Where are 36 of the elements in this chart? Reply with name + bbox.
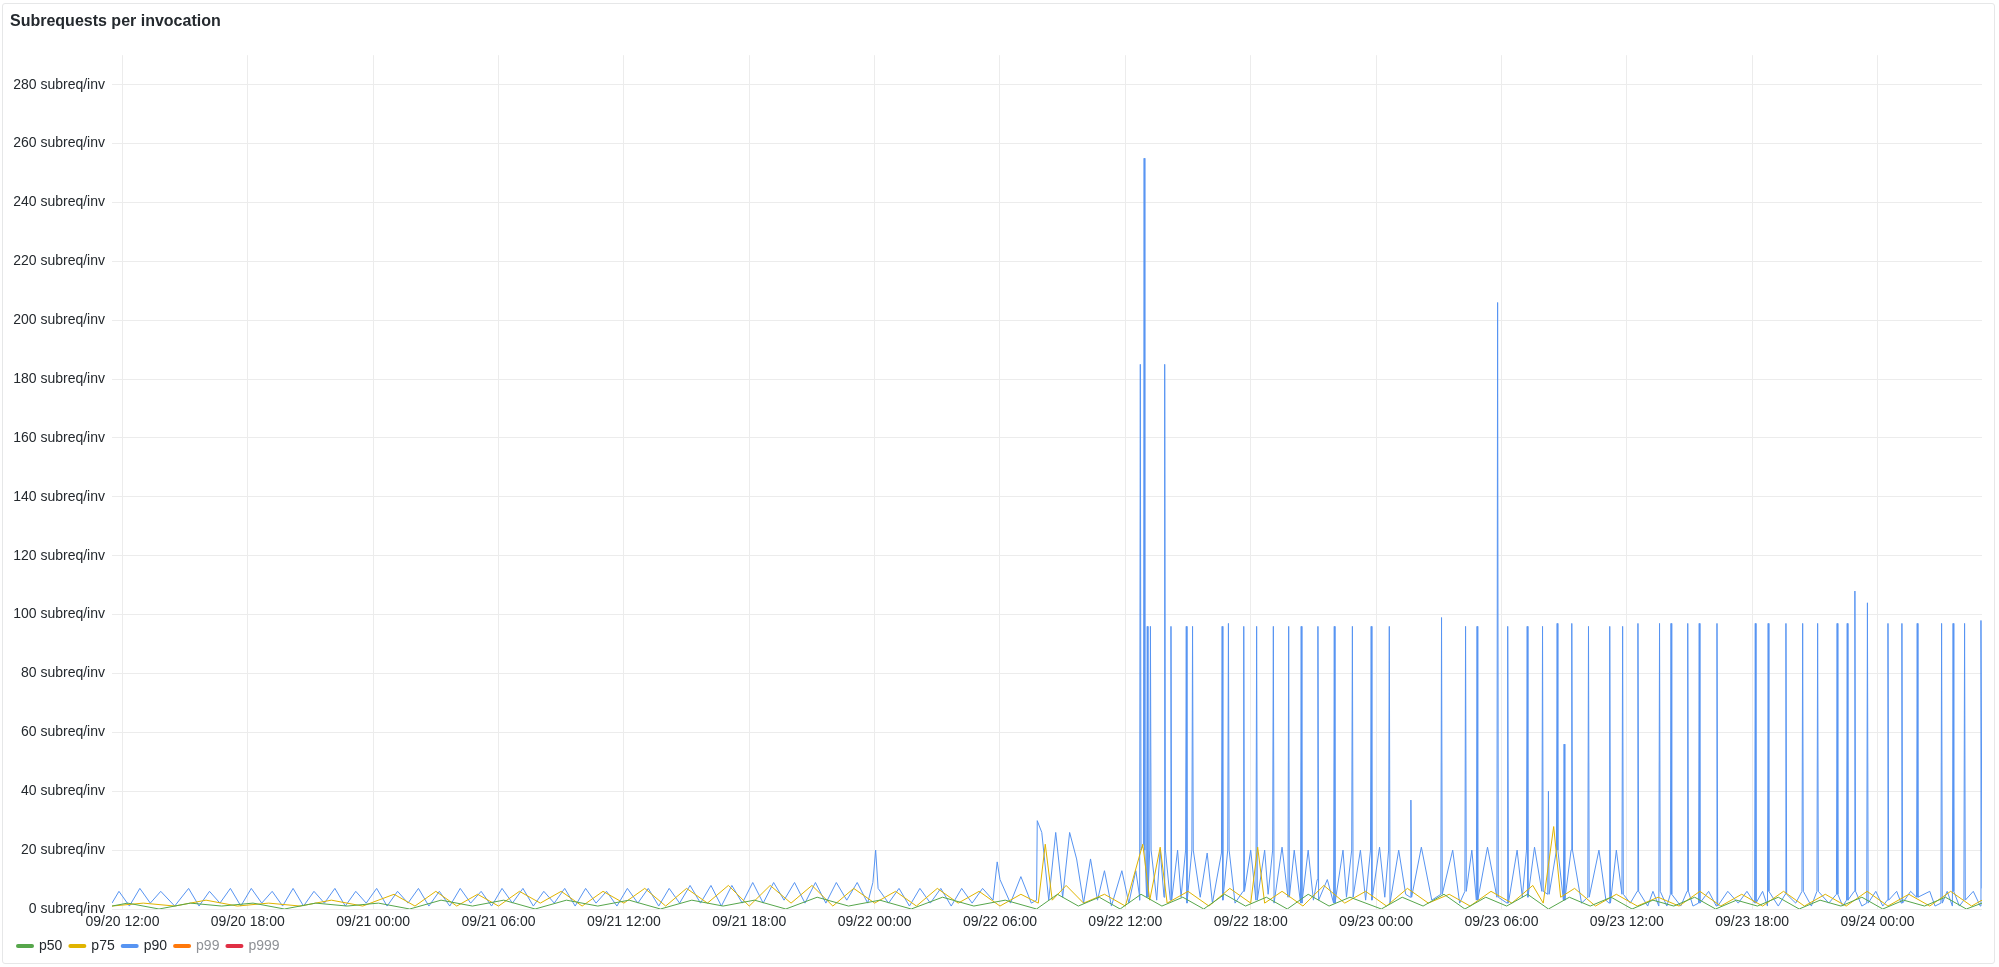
x-tick-label: 09/21 12:00	[586, 913, 662, 930]
x-tick-label: 09/22 18:00	[1213, 913, 1288, 930]
y-tick-label: 140 subreq/inv	[13, 487, 105, 504]
legend-label: p50	[39, 936, 63, 953]
x-tick-label: 09/22 12:00	[1088, 913, 1163, 930]
y-tick-label: 200 subreq/inv	[13, 311, 105, 328]
x-tick-label: 09/24 00:00	[1840, 913, 1915, 930]
x-tick-label: 09/23 12:00	[1589, 913, 1664, 930]
y-tick-label: 60 subreq/inv	[20, 723, 105, 740]
x-tick-label: 09/22 06:00	[963, 913, 1038, 930]
legend-label: p999	[248, 936, 280, 953]
y-tick-label: 180 subreq/inv	[13, 369, 105, 386]
y-tick-label: 80 subreq/inv	[20, 664, 105, 681]
y-tick-label: 160 subreq/inv	[13, 428, 105, 445]
y-tick-label: 120 subreq/inv	[13, 546, 105, 563]
y-tick-label: 20 subreq/inv	[20, 840, 105, 857]
legend-label: p75	[91, 936, 115, 953]
x-tick-label: 09/23 00:00	[1339, 913, 1414, 930]
y-tick-label: 0 subreq/inv	[28, 899, 105, 916]
chart-title: Subrequests per invocation	[10, 12, 221, 30]
y-tick-label: 260 subreq/inv	[13, 134, 105, 151]
legend-label: p90	[143, 936, 168, 953]
x-tick-label: 09/23 18:00	[1715, 913, 1790, 930]
x-tick-label: 09/21 00:00	[336, 913, 411, 930]
x-tick-label: 09/22 00:00	[837, 913, 912, 930]
y-tick-label: 280 subreq/inv	[13, 75, 105, 92]
legend-label: p99	[196, 936, 220, 953]
x-tick-label: 09/21 06:00	[461, 913, 536, 930]
x-tick-label: 09/20 12:00	[85, 913, 160, 930]
y-tick-label: 40 subreq/inv	[20, 782, 105, 799]
y-tick-label: 100 subreq/inv	[13, 605, 105, 622]
x-tick-label: 09/20 18:00	[210, 913, 285, 930]
y-tick-label: 220 subreq/inv	[13, 252, 105, 269]
x-tick-label: 09/21 18:00	[712, 913, 787, 930]
x-tick-label: 09/23 06:00	[1464, 913, 1539, 930]
y-tick-label: 240 subreq/inv	[13, 193, 105, 210]
